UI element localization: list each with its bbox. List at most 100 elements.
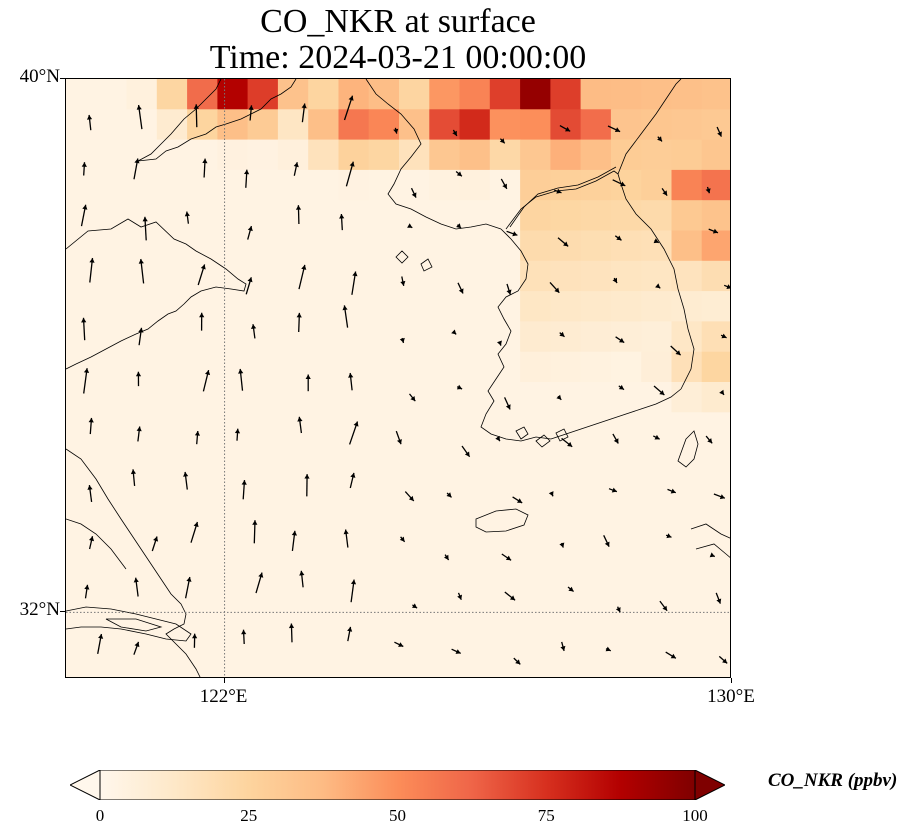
wind-arrow — [618, 384, 625, 391]
field-cell — [368, 230, 400, 262]
field-cell — [66, 563, 97, 595]
lon-tickmark — [731, 678, 732, 683]
field-cell — [338, 654, 370, 677]
wind-arrow — [245, 277, 253, 295]
field-cell — [338, 472, 370, 504]
field-cell — [580, 139, 612, 171]
field-cell — [520, 230, 551, 262]
wind-arrow — [451, 648, 461, 654]
field-cell — [277, 291, 309, 322]
field-cell — [187, 412, 218, 444]
field-cell — [308, 230, 340, 262]
field-cell — [520, 200, 551, 232]
wind-arrow — [151, 536, 159, 552]
field-cell — [520, 594, 551, 626]
coastlines — [66, 79, 730, 677]
field-cell — [156, 291, 188, 322]
field-cell — [247, 109, 279, 141]
wind-arrow — [446, 492, 452, 498]
field-cell — [610, 169, 642, 201]
field-cell — [489, 624, 521, 656]
field-cell — [126, 563, 158, 595]
field-cell — [126, 382, 158, 413]
field-cell — [399, 563, 430, 595]
field-cell — [459, 321, 491, 353]
wind-arrow — [291, 530, 297, 551]
field-cell — [520, 169, 551, 201]
field-cell — [550, 563, 582, 595]
wind-arrow — [718, 655, 728, 664]
wind-arrow — [298, 264, 307, 290]
field-cell — [277, 139, 309, 171]
field-cell — [580, 654, 612, 677]
wind-arrow — [404, 491, 415, 502]
field-cell — [399, 442, 430, 474]
field-cell — [96, 472, 128, 504]
field-cell — [489, 442, 521, 474]
field-cell — [308, 472, 340, 504]
field-cell — [459, 260, 491, 292]
wind-arrow — [88, 536, 95, 550]
field-cell — [671, 230, 703, 262]
field-cell — [338, 351, 370, 383]
field-cell — [610, 260, 642, 292]
field-cell — [580, 321, 612, 353]
field-cell — [338, 169, 370, 201]
field-cell — [96, 79, 128, 110]
field-cell — [66, 321, 97, 353]
wind-arrow — [345, 161, 355, 187]
field-cell — [489, 503, 521, 535]
wind-arrow — [199, 312, 205, 331]
field-cell — [459, 472, 491, 504]
wind-arrow — [457, 282, 464, 294]
field-cell — [459, 382, 491, 413]
field-cell — [429, 139, 461, 171]
wind-arrow — [295, 205, 302, 225]
field-cell — [247, 472, 279, 504]
field-cell — [368, 533, 400, 565]
field-cell — [66, 624, 97, 656]
field-cell — [520, 109, 551, 141]
field-cell — [459, 624, 491, 656]
field-cell — [96, 351, 128, 383]
wind-arrow — [665, 533, 672, 539]
field-cell — [338, 200, 370, 232]
wind-arrow — [343, 95, 354, 121]
wind-arrow — [612, 277, 618, 284]
field-cell — [429, 412, 461, 444]
field-cell — [66, 503, 97, 535]
field-cell — [489, 654, 521, 677]
field-cell — [399, 200, 430, 232]
wind-arrow — [559, 125, 571, 132]
field-cell — [459, 503, 491, 535]
wind-arrow — [130, 469, 136, 486]
field-cell — [459, 442, 491, 474]
inland-boundary — [66, 518, 127, 570]
field-cell — [308, 594, 340, 626]
field-cell — [187, 79, 218, 110]
field-cell — [399, 594, 430, 626]
field-cell — [610, 79, 642, 110]
wind-arrow — [612, 179, 626, 187]
field-cell — [96, 533, 128, 565]
field-cell — [156, 382, 188, 413]
field-cell — [610, 139, 642, 171]
wind-arrow — [723, 284, 730, 289]
field-cell — [277, 260, 309, 292]
field-cell — [247, 79, 279, 110]
concentration-field — [66, 79, 730, 677]
field-cell — [399, 321, 430, 353]
field-cell — [156, 200, 188, 232]
wind-arrow — [612, 433, 619, 444]
field-cell — [641, 109, 673, 141]
field-cell — [671, 654, 703, 677]
field-cell — [368, 382, 400, 413]
field-cell — [247, 503, 279, 535]
field-cell — [338, 109, 370, 141]
sw-islands — [515, 426, 569, 448]
field-cell — [489, 139, 521, 171]
field-cell — [96, 139, 128, 171]
field-cell — [96, 503, 128, 535]
field-cell — [671, 260, 703, 292]
wind-arrow — [133, 158, 140, 180]
